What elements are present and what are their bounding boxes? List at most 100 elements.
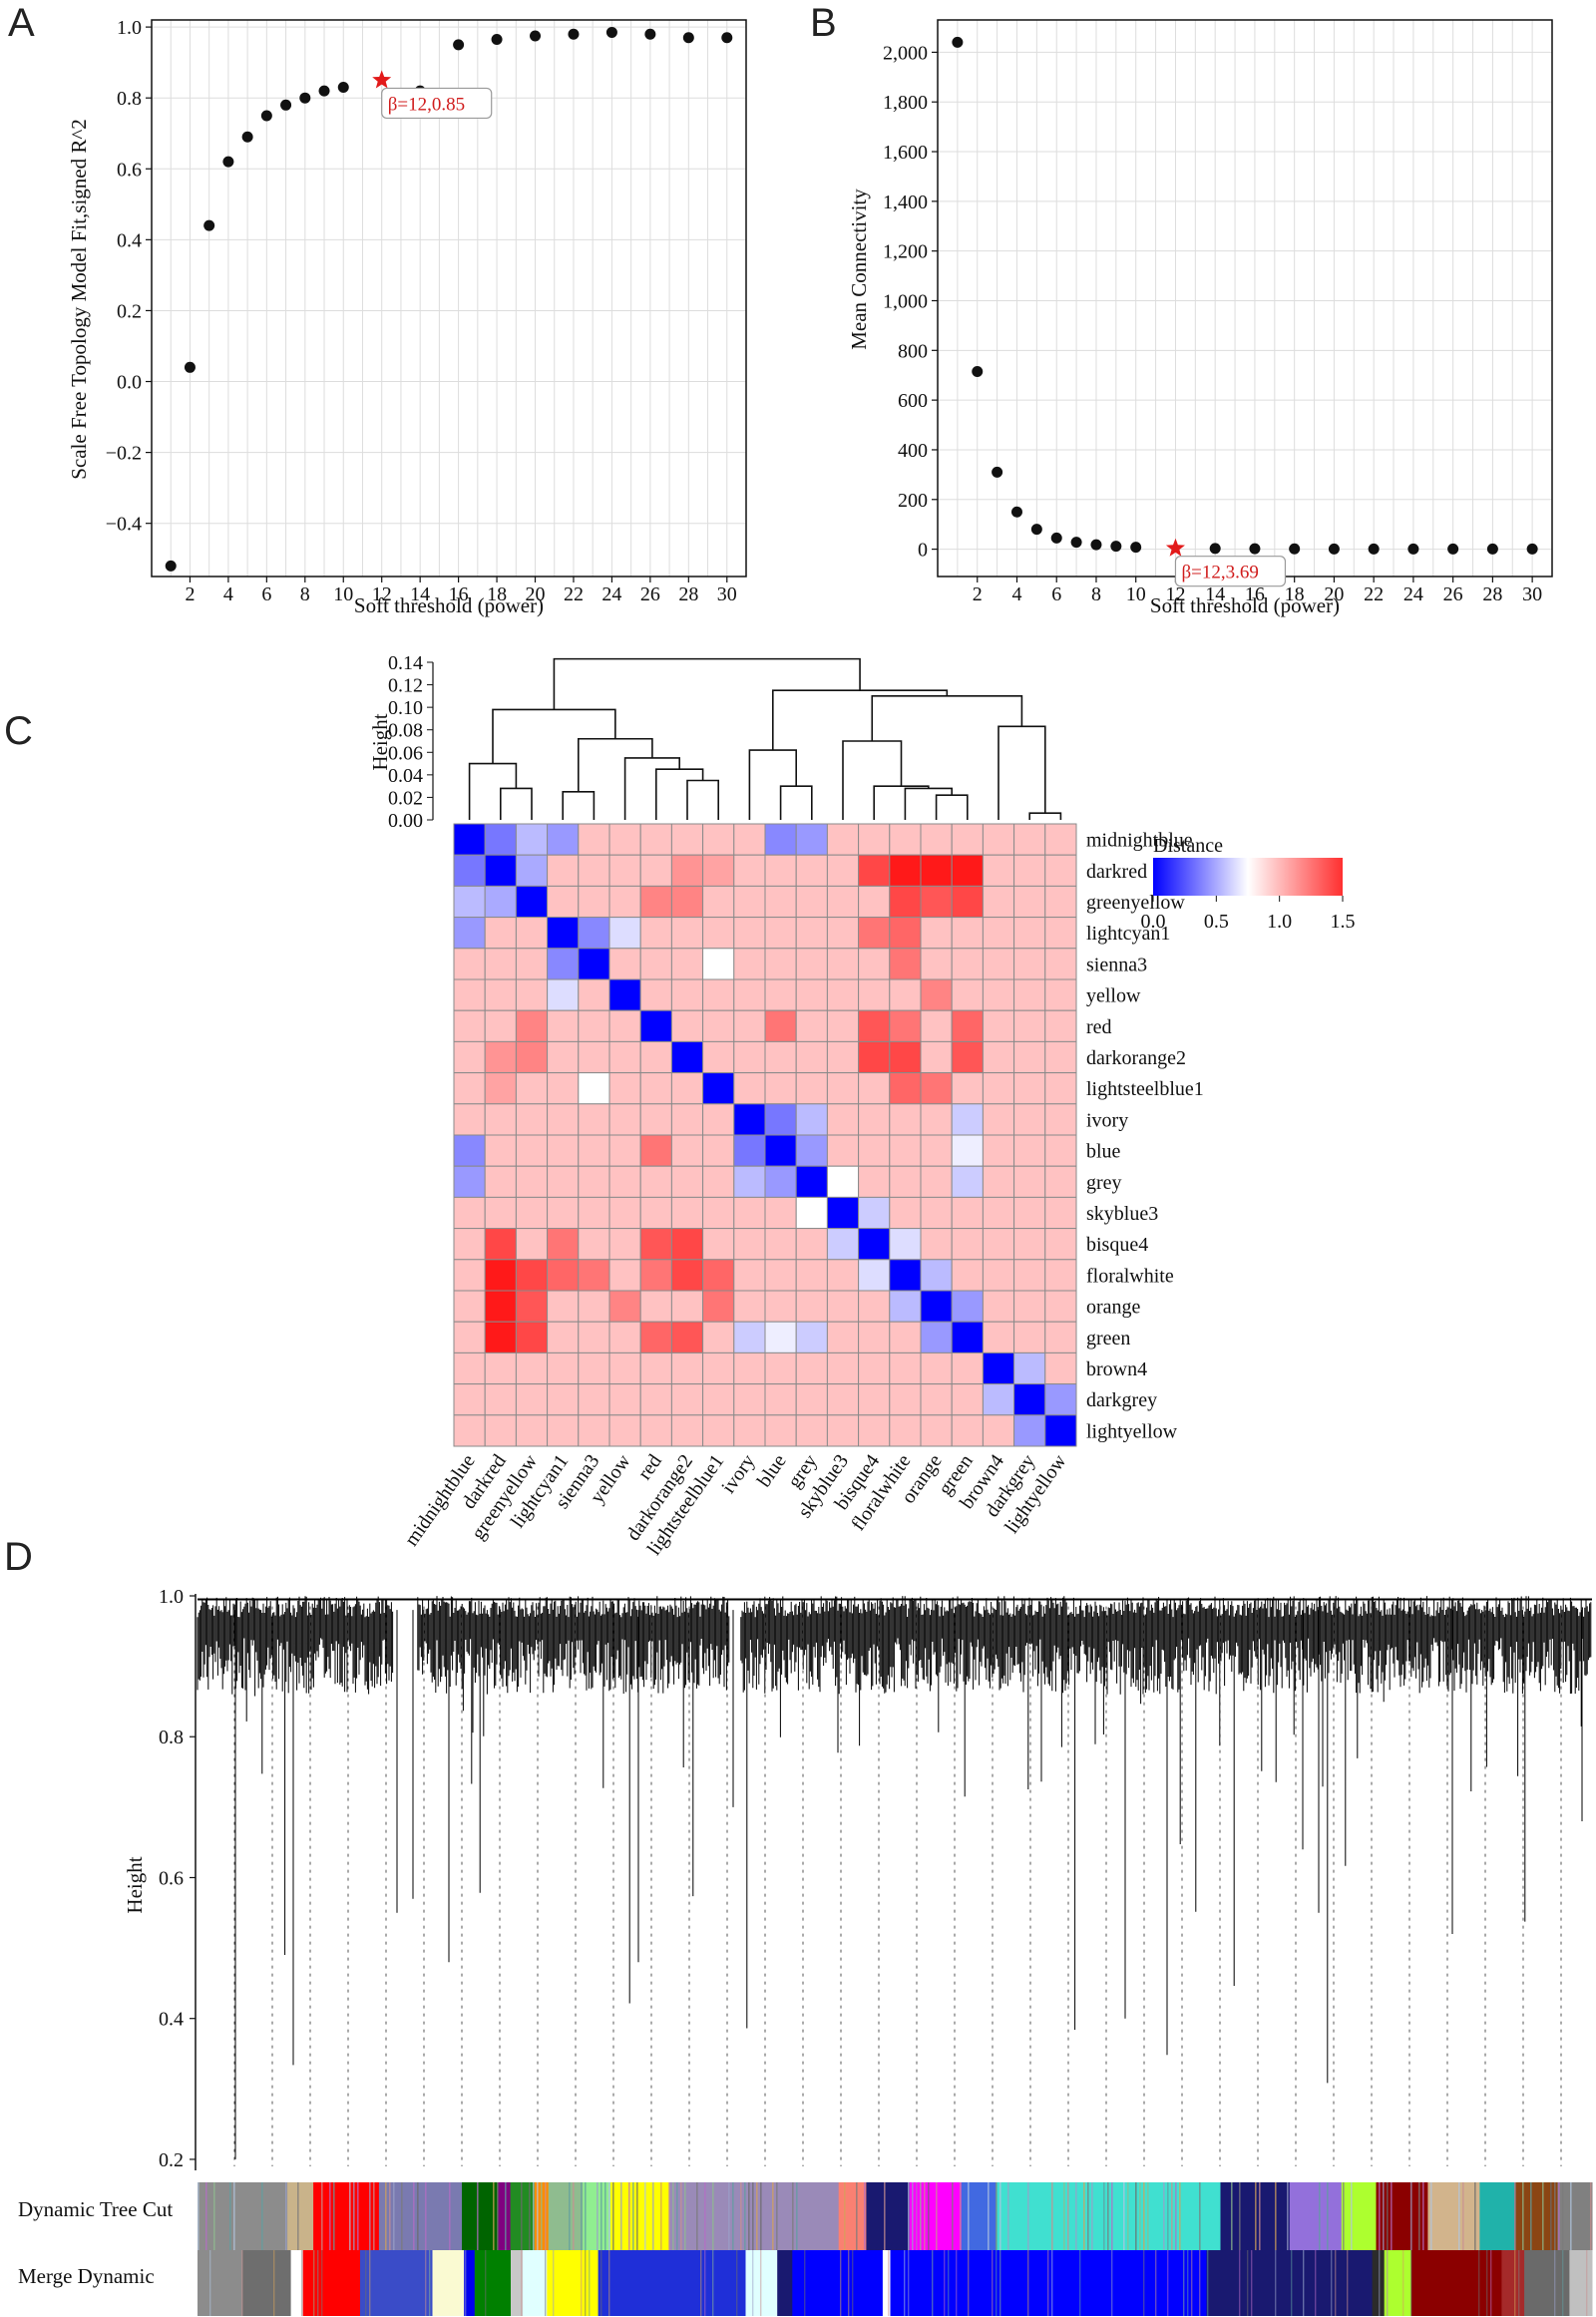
x-tick-label: 26 [1443, 583, 1463, 605]
heatmap-cell [453, 1165, 486, 1198]
dynamic-tree-cut-stripe [1387, 2182, 1389, 2250]
dynamic-tree-cut-stripe [1127, 2182, 1129, 2250]
heatmap-cell [578, 1352, 610, 1385]
merge-dynamic-segment [511, 2250, 524, 2316]
heatmap-cell [733, 1165, 766, 1198]
dynamic-tree-cut-stripe [353, 2182, 355, 2250]
heatmap-cell [733, 1259, 766, 1292]
heatmap-cell [608, 1383, 641, 1416]
merge-dynamic-stripe [948, 2250, 950, 2316]
heatmap-cell [795, 1134, 828, 1167]
y-tick-label: 0.0 [117, 372, 142, 394]
dynamic-tree-cut-stripe [585, 2182, 587, 2250]
heatmap-cell [733, 1103, 766, 1136]
heatmap-cell [951, 1414, 984, 1447]
merge-dynamic-stripe [704, 2250, 706, 2316]
heatmap-cell [733, 1228, 766, 1261]
heatmap-cell [639, 1228, 672, 1261]
heatmap-cell [484, 1040, 517, 1074]
heatmap-cell [578, 1165, 610, 1198]
heatmap-cell [484, 1383, 517, 1416]
heatmap-cell [670, 1103, 704, 1136]
dynamic-tree-cut-stripe [529, 2182, 531, 2250]
heatmap-cell [639, 1103, 672, 1136]
heatmap-cell [1013, 1103, 1046, 1136]
data-point [682, 32, 694, 44]
heatmap-cell [515, 854, 549, 887]
heatmap-cell [889, 1072, 922, 1105]
merge-dynamic-stripe [465, 2250, 467, 2316]
heatmap-cell [484, 1103, 517, 1136]
merge-dynamic-stripe [992, 2250, 994, 2316]
dynamic-tree-cut-stripe [772, 2182, 774, 2250]
panel-letter-b: B [810, 1, 837, 45]
chart-a-highlight: β=12,0.85 [372, 70, 493, 120]
heatmap-cell [764, 823, 797, 856]
heatmap-cell [702, 1321, 735, 1353]
heatmap-cell [764, 1072, 797, 1105]
x-tick-label: 4 [1011, 583, 1021, 605]
dynamic-tree-cut-stripe [924, 2182, 926, 2250]
highlight-star [1165, 538, 1185, 557]
dynamic-tree-cut-segment [610, 2182, 670, 2250]
heatmap-cell [639, 854, 672, 887]
dynamic-tree-cut-stripe [1147, 2182, 1149, 2250]
heatmap-cell [826, 1414, 860, 1447]
heatmap-cell [826, 854, 860, 887]
heatmap-cell [608, 1009, 641, 1042]
merge-dynamic-segment [242, 2250, 292, 2316]
heatmap-column-label: blue [753, 1450, 791, 1491]
heatmap-cell [733, 1009, 766, 1042]
merge-dynamic-segment [464, 2250, 476, 2316]
heatmap-cell [670, 978, 704, 1011]
heatmap-cell [453, 1383, 486, 1416]
data-point [1249, 543, 1261, 555]
dynamic-tree-cut-stripe [333, 2182, 335, 2250]
dynamic-tree-cut-stripe [233, 2182, 235, 2250]
module-distance-heatmap: 0.000.020.040.060.080.100.120.14 Height … [368, 652, 1356, 1559]
merge-dynamic-stripe [553, 2250, 555, 2316]
heatmap-cell [951, 948, 984, 980]
data-point [605, 26, 617, 38]
heatmap-cell [982, 885, 1015, 919]
merge-dynamic-stripe [1183, 2250, 1185, 2316]
dynamic-tree-cut-stripe [936, 2182, 938, 2250]
heatmap-cell [578, 1072, 610, 1105]
y-tick-label: 1,200 [883, 241, 928, 263]
dynamic-tree-cut-stripe [573, 2182, 575, 2250]
heatmap-cell [1013, 1134, 1046, 1167]
heatmap-cell [1044, 885, 1077, 919]
heatmap-cell [608, 1134, 641, 1167]
heatmap-cell [484, 885, 517, 919]
merge-dynamic-stripe [1562, 2250, 1564, 2316]
heatmap-cell [670, 823, 704, 856]
x-tick-label: 10 [1126, 583, 1146, 605]
data-point [1050, 532, 1062, 544]
heatmap-cell [858, 917, 891, 950]
merge-dynamic-stripe [585, 2250, 587, 2316]
heatmap-cell [670, 1165, 704, 1198]
heatmap-cell [608, 978, 641, 1011]
heatmap-column-labels: midnightbluedarkredgreenyellowlightcyan1… [400, 1450, 1070, 1560]
data-point [203, 219, 215, 231]
merge-dynamic-segment [432, 2250, 465, 2316]
chart-b-points [952, 36, 1538, 555]
dynamic-tree-cut-stripe [760, 2182, 762, 2250]
dendrogram-branch [468, 762, 518, 820]
heatmap-cell [764, 885, 797, 919]
heatmap-cell [920, 1009, 953, 1042]
gene-dendrogram-y-ticks: 0.2 0.4 0.6 0.8 1.0 [159, 1586, 196, 2171]
heatmap-cell [1044, 854, 1077, 887]
heatmap-cell [639, 1290, 672, 1323]
heatmap-cell [951, 1228, 984, 1261]
heatmap-cell [484, 1228, 517, 1261]
heatmap-cell [547, 1009, 580, 1042]
x-tick-label: 24 [601, 583, 621, 605]
heatmap-cell [826, 1383, 860, 1416]
heatmap-cell [547, 1414, 580, 1447]
heatmap-cell [453, 917, 486, 950]
x-tick-label: 6 [261, 583, 271, 605]
heatmap-cell [1013, 823, 1046, 856]
heatmap-cell [578, 1228, 610, 1261]
dynamic-tree-cut-stripe [1351, 2182, 1353, 2250]
